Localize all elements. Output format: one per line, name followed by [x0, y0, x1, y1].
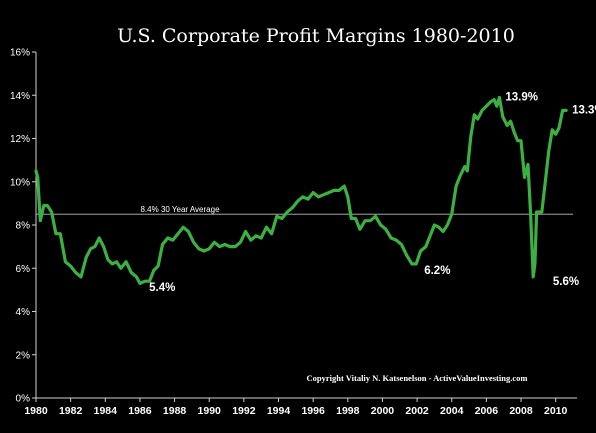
x-tick-label: 2004: [440, 405, 464, 417]
y-tick-label: 16%: [10, 48, 30, 59]
data-label: 13.3%: [572, 104, 596, 116]
x-tick-label: 2008: [509, 405, 533, 417]
data-label: 5.4%: [149, 282, 175, 294]
y-tick-label: 2%: [16, 350, 31, 361]
series-group: [34, 95, 568, 285]
y-axis-ticks: 0% 2% 4% 6% 8% 10% 12% 14% 16%: [10, 48, 36, 405]
data-label: 13.9%: [505, 91, 538, 103]
copyright-note: Copyright Vitaliy N. Katsenelson - Activ…: [307, 373, 528, 383]
x-tick-label: 1990: [198, 405, 222, 417]
y-tick-label: 10%: [10, 177, 30, 188]
data-label: 6.2%: [424, 265, 450, 277]
x-tick-label: 1980: [24, 405, 48, 417]
y-tick-label: 12%: [10, 134, 30, 145]
x-tick-label: 1982: [59, 405, 83, 417]
x-tick-label: 2006: [475, 405, 499, 417]
x-tick-label: 1988: [163, 405, 187, 417]
average-reference-line: 8.4% 30 Year Average: [36, 205, 573, 215]
x-tick-label: 2000: [371, 405, 395, 417]
data-annotations: 5.4% 6.2% 13.9% 5.6% 13.3%: [149, 91, 596, 294]
x-axis-ticks: 1980 1982 1984 1986 1988 1990 1992 1994 1996 1998…: [24, 398, 568, 417]
average-line-label: 8.4% 30 Year Average: [140, 205, 220, 214]
x-tick-label: 1998: [336, 405, 360, 417]
x-tick-label: 2010: [544, 405, 568, 417]
y-tick-label: 0%: [16, 394, 31, 405]
x-tick-label: 2002: [405, 405, 429, 417]
y-tick-label: 6%: [16, 264, 31, 275]
y-tick-label: 8%: [16, 221, 31, 232]
y-tick-label: 14%: [10, 91, 30, 102]
profit-margin-series-line: [34, 95, 568, 285]
x-tick-label: 1984: [94, 405, 118, 417]
x-tick-label: 1986: [128, 405, 152, 417]
x-tick-label: 1996: [301, 405, 325, 417]
x-tick-label: 1994: [267, 405, 291, 417]
chart-title: U.S. Corporate Profit Margins 1980-2010: [117, 25, 515, 47]
x-tick-label: 1992: [232, 405, 256, 417]
y-tick-label: 4%: [16, 307, 31, 318]
data-label: 5.6%: [553, 276, 579, 288]
